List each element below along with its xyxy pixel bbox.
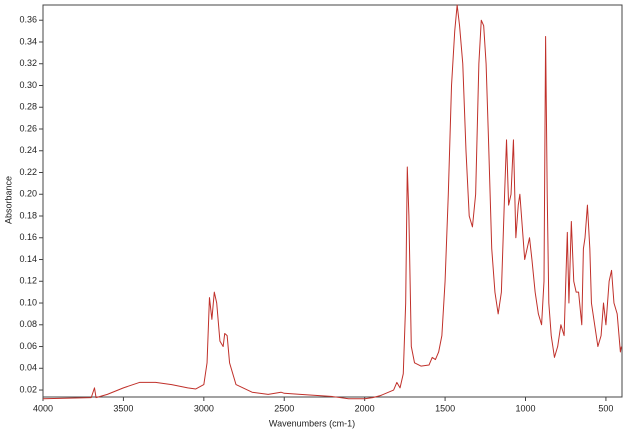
x-tick-label: 3000 bbox=[194, 403, 214, 413]
x-tick-label: 1000 bbox=[515, 403, 535, 413]
y-tick-label: 0.16 bbox=[19, 232, 37, 242]
y-axis-label: Absorbance bbox=[3, 176, 13, 224]
y-tick-label: 0.02 bbox=[19, 384, 37, 394]
x-tick-label: 2000 bbox=[355, 403, 375, 413]
y-tick-label: 0.20 bbox=[19, 189, 37, 199]
y-tick-label: 0.24 bbox=[19, 145, 37, 155]
y-tick-label: 0.08 bbox=[19, 319, 37, 329]
y-tick-label: 0.18 bbox=[19, 210, 37, 220]
y-tick-label: 0.10 bbox=[19, 297, 37, 307]
x-tick-label: 1500 bbox=[435, 403, 455, 413]
x-axis-label: Wavenumbers (cm-1) bbox=[269, 418, 355, 428]
plot-frame bbox=[42, 4, 623, 398]
y-tick-label: 0.14 bbox=[19, 254, 37, 264]
spectrum-line bbox=[42, 4, 622, 400]
y-tick-label: 0.30 bbox=[19, 80, 37, 90]
y-tick-label: 0.26 bbox=[19, 123, 37, 133]
y-tick-label: 0.34 bbox=[19, 36, 37, 46]
y-tick-label: 0.22 bbox=[19, 167, 37, 177]
x-tick-label: 4000 bbox=[33, 403, 53, 413]
x-tick-label: 2500 bbox=[274, 403, 294, 413]
y-tick-label: 0.12 bbox=[19, 276, 37, 286]
y-tick-label: 0.32 bbox=[19, 58, 37, 68]
y-tick-label: 0.36 bbox=[19, 15, 37, 25]
y-tick-label: 0.28 bbox=[19, 102, 37, 112]
y-tick-label: 0.04 bbox=[19, 363, 37, 373]
y-tick-label: 0.06 bbox=[19, 341, 37, 351]
x-tick-label: 3500 bbox=[113, 403, 133, 413]
x-tick-label: 500 bbox=[598, 403, 613, 413]
